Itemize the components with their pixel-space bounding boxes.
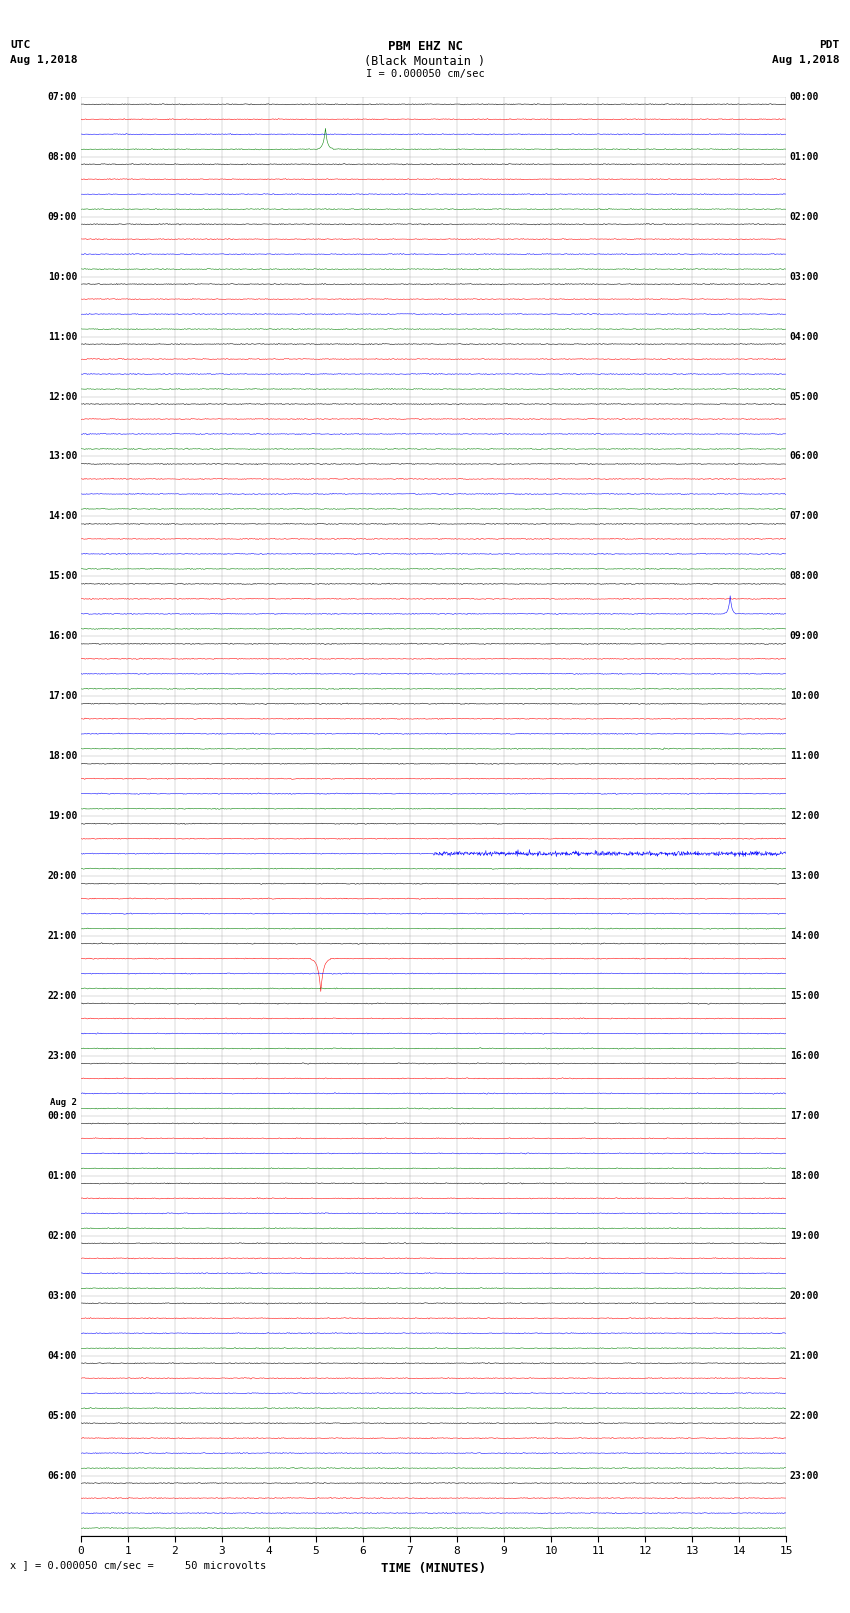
Text: 06:00: 06:00 [48, 1471, 77, 1481]
Text: 15:00: 15:00 [48, 571, 77, 581]
Text: 20:00: 20:00 [790, 1290, 819, 1300]
Text: 03:00: 03:00 [790, 271, 819, 282]
Text: 04:00: 04:00 [48, 1350, 77, 1361]
Text: 15:00: 15:00 [790, 990, 819, 1002]
Text: PDT: PDT [819, 40, 840, 50]
Text: I = 0.000050 cm/sec: I = 0.000050 cm/sec [366, 69, 484, 79]
Text: 11:00: 11:00 [790, 752, 819, 761]
Text: 01:00: 01:00 [790, 152, 819, 161]
Text: 00:00: 00:00 [790, 92, 819, 102]
Text: 16:00: 16:00 [790, 1052, 819, 1061]
Text: 13:00: 13:00 [790, 871, 819, 881]
Text: 02:00: 02:00 [790, 211, 819, 221]
Text: 08:00: 08:00 [48, 152, 77, 161]
Text: 21:00: 21:00 [48, 931, 77, 940]
Text: 04:00: 04:00 [790, 332, 819, 342]
Text: 03:00: 03:00 [48, 1290, 77, 1300]
Text: 09:00: 09:00 [790, 631, 819, 642]
Text: (Black Mountain ): (Black Mountain ) [365, 55, 485, 68]
Text: 19:00: 19:00 [790, 1231, 819, 1240]
Text: 10:00: 10:00 [790, 692, 819, 702]
Text: Aug 2: Aug 2 [50, 1098, 77, 1107]
Text: 07:00: 07:00 [48, 92, 77, 102]
Text: 18:00: 18:00 [48, 752, 77, 761]
Text: 22:00: 22:00 [48, 990, 77, 1002]
Text: 01:00: 01:00 [48, 1171, 77, 1181]
Text: 17:00: 17:00 [790, 1111, 819, 1121]
Text: Aug 1,2018: Aug 1,2018 [10, 55, 77, 65]
Text: 21:00: 21:00 [790, 1350, 819, 1361]
Text: 10:00: 10:00 [48, 271, 77, 282]
Text: 14:00: 14:00 [48, 511, 77, 521]
Text: 14:00: 14:00 [790, 931, 819, 940]
Text: 12:00: 12:00 [790, 811, 819, 821]
Text: 17:00: 17:00 [48, 692, 77, 702]
Text: x ] = 0.000050 cm/sec =     50 microvolts: x ] = 0.000050 cm/sec = 50 microvolts [10, 1560, 266, 1569]
Text: 23:00: 23:00 [790, 1471, 819, 1481]
Text: 05:00: 05:00 [48, 1411, 77, 1421]
Text: 23:00: 23:00 [48, 1052, 77, 1061]
Text: 12:00: 12:00 [48, 392, 77, 402]
Text: UTC: UTC [10, 40, 31, 50]
Text: PBM EHZ NC: PBM EHZ NC [388, 40, 462, 53]
Text: Aug 1,2018: Aug 1,2018 [773, 55, 840, 65]
Text: 19:00: 19:00 [48, 811, 77, 821]
Text: 20:00: 20:00 [48, 871, 77, 881]
Text: 07:00: 07:00 [790, 511, 819, 521]
Text: 06:00: 06:00 [790, 452, 819, 461]
Text: 16:00: 16:00 [48, 631, 77, 642]
Text: 05:00: 05:00 [790, 392, 819, 402]
Text: 02:00: 02:00 [48, 1231, 77, 1240]
X-axis label: TIME (MINUTES): TIME (MINUTES) [381, 1561, 486, 1574]
Text: 08:00: 08:00 [790, 571, 819, 581]
Text: 11:00: 11:00 [48, 332, 77, 342]
Text: 00:00: 00:00 [48, 1111, 77, 1121]
Text: 13:00: 13:00 [48, 452, 77, 461]
Text: 09:00: 09:00 [48, 211, 77, 221]
Text: 22:00: 22:00 [790, 1411, 819, 1421]
Text: 18:00: 18:00 [790, 1171, 819, 1181]
